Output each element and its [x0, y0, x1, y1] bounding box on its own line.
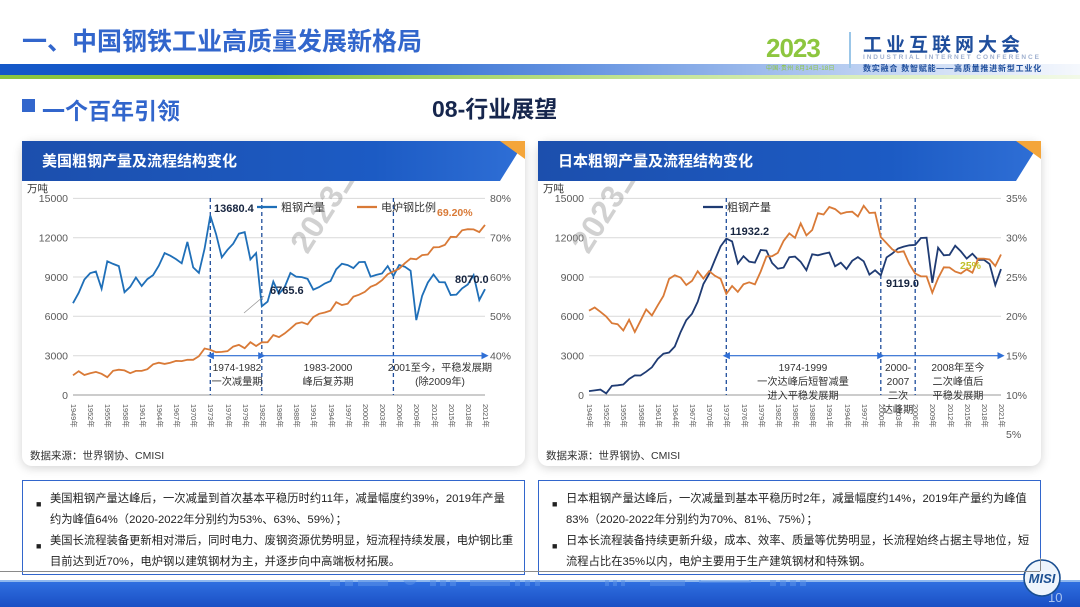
- svg-text:MISI: MISI: [1029, 571, 1056, 586]
